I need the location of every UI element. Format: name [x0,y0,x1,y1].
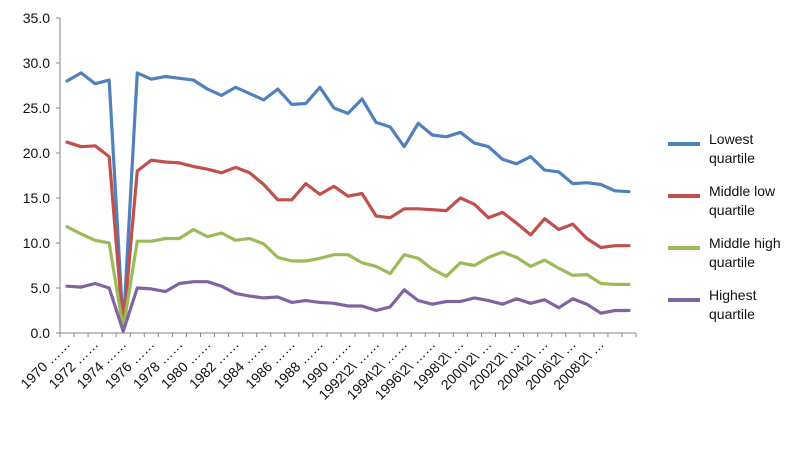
legend-label: Lowest quartile [709,131,755,166]
y-tick-label: 5.0 [31,280,51,296]
y-tick-label: 20.0 [23,145,50,161]
x-axis: 1970 ……1972 ……1974 ……1976 ……1978 ……1980 … [17,332,637,403]
legend-item: Highest quartile [668,286,798,330]
legend-label: Middle high quartile [709,235,781,270]
y-tick-label: 25.0 [23,100,50,116]
plot-lines [65,71,631,333]
legend-swatch [668,142,700,146]
legend-item: Lowest quartile [668,130,798,174]
legend-label: Highest quartile [709,287,757,322]
y-tick-label: 10.0 [23,235,50,251]
legend-swatch [668,194,700,198]
y-tick-label: 30.0 [23,55,50,71]
series-line-1 [65,140,631,331]
y-tick-label: 15.0 [23,190,50,206]
legend-item: Middle high quartile [668,234,798,278]
series-line-0 [65,71,631,331]
legend-swatch [668,246,700,250]
series-line-3 [65,280,631,333]
y-axis: 0.0 5.0 10.0 15.0 20.0 25.0 30.0 35.0 [23,10,61,341]
y-tick-label: 35.0 [23,10,50,26]
legend-label: Middle low quartile [709,183,776,218]
legend-swatch [668,298,700,302]
series-line-2 [65,225,631,331]
y-tick-label: 0.0 [31,325,51,341]
legend-item: Middle low quartile [668,182,798,226]
